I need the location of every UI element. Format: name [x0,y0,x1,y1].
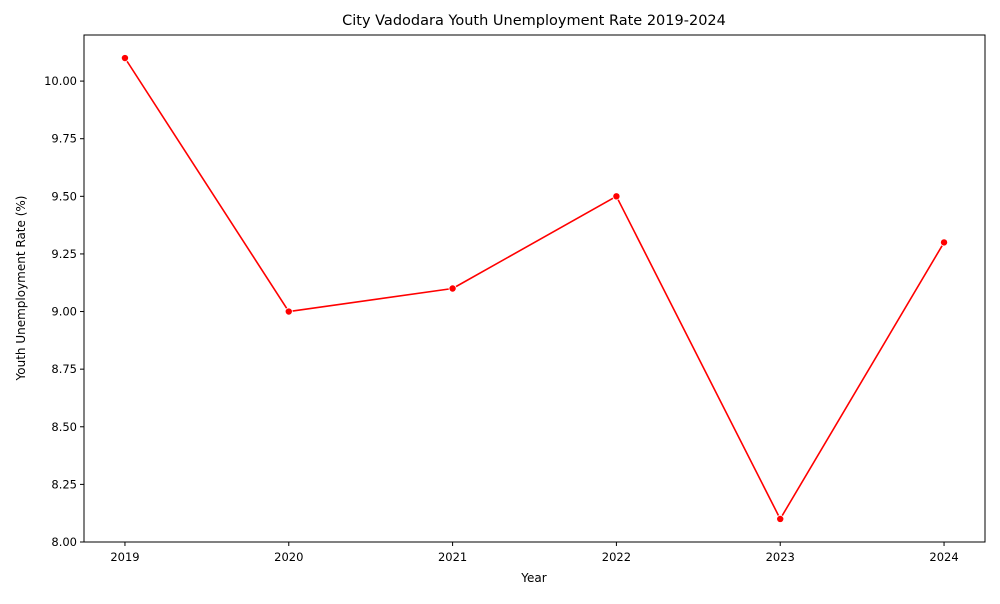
plot-area: 8.00 8.25 8.50 8.75 9.00 9.25 9.50 9.75 10.00 201… [44,34,986,564]
plot-frame [83,34,986,543]
data-point [284,307,293,316]
y-tick-label: 9.00 [51,305,77,319]
y-tick-label: 8.25 [51,477,77,491]
data-point [120,54,129,63]
chart-title: City Vadodara Youth Unemployment Rate 20… [342,13,726,29]
y-tick-label: 9.25 [51,247,77,261]
x-tick-label: 2021 [438,550,467,564]
series-line [124,57,945,520]
data-point [448,284,457,293]
y-tick-label: 9.50 [51,189,77,203]
data-point [612,192,621,201]
data-point [940,238,949,247]
x-tick-label: 2023 [766,550,795,564]
y-tick-label: 8.75 [51,362,77,376]
x-tick-label: 2019 [110,550,139,564]
y-tick-label: 10.00 [44,74,77,88]
y-tick-label: 8.00 [51,535,77,549]
x-tick-label: 2020 [274,550,303,564]
y-tick-label: 8.50 [51,420,77,434]
y-tick-label: 9.75 [51,132,77,146]
x-axis-label: Year [520,571,546,585]
x-tick-label: 2022 [602,550,631,564]
y-axis-label: Youth Unemployment Rate (%) [14,196,28,382]
data-point [776,514,785,523]
x-tick-label: 2024 [929,550,958,564]
